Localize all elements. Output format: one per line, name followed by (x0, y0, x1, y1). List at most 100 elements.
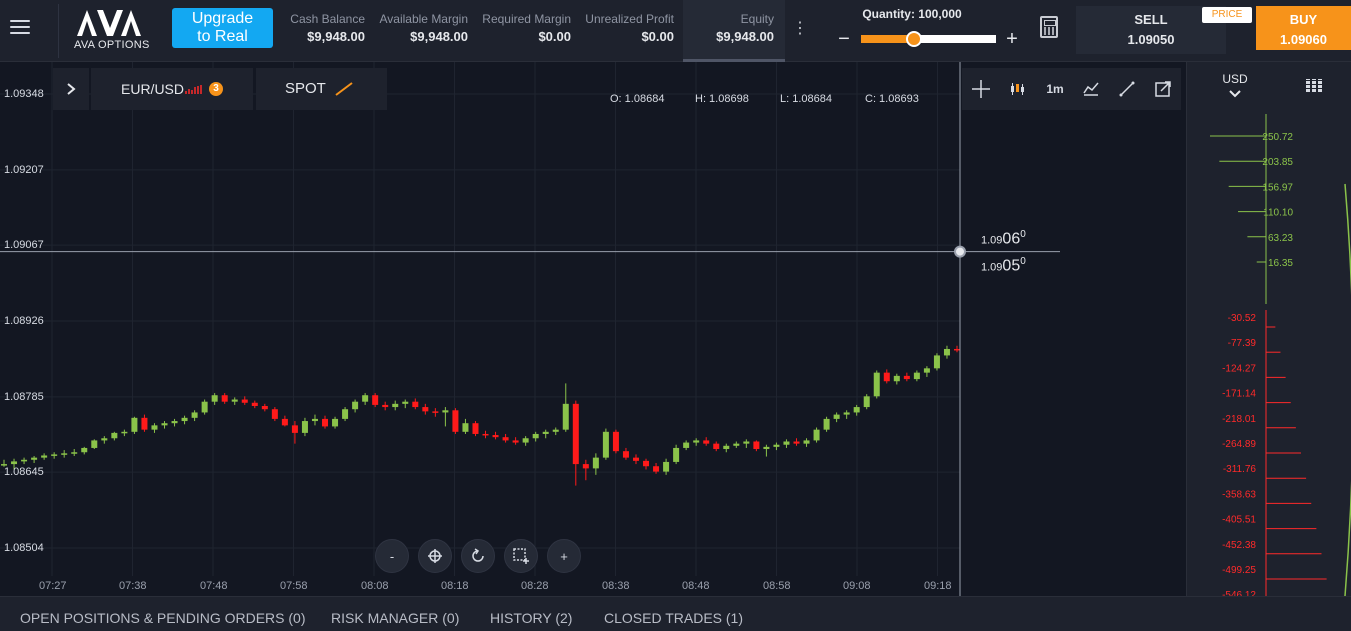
candle-body (432, 411, 439, 413)
reset-chart-icon[interactable] (461, 539, 495, 573)
expand-panel-button[interactable] (53, 68, 89, 110)
candle-body (512, 440, 519, 443)
candle-body (693, 440, 700, 443)
candle-body (51, 454, 58, 456)
candlestick-chart-svg[interactable] (0, 62, 1186, 596)
candle-body (532, 433, 539, 439)
more-options-icon[interactable]: ⋮ (792, 20, 808, 37)
top-bar: AVA OPTIONS Upgrade to Real Cash Balance… (0, 0, 1351, 62)
tab-risk-manager[interactable]: RISK MANAGER (0) (331, 610, 460, 626)
candle-body (893, 375, 900, 382)
candle-body (161, 423, 168, 426)
candle-body (392, 403, 399, 408)
upgrade-label-line2: to Real (197, 28, 248, 45)
buy-price: 1.09060 (1280, 32, 1327, 47)
upgrade-to-real-button[interactable]: Upgrade to Real (172, 8, 273, 48)
ava-logo[interactable]: AVA OPTIONS (58, 4, 170, 58)
x-tick-label: 08:48 (682, 580, 710, 592)
candle-body (572, 403, 579, 465)
candle-body (462, 423, 469, 432)
quantity-label: Quantity: 100,000 (862, 7, 962, 21)
candle-body (933, 355, 940, 369)
chart-type-icon[interactable] (1080, 78, 1102, 100)
ask-depth-value: -311.76 (1223, 464, 1257, 475)
candle-body (382, 404, 389, 408)
crosshair-icon[interactable] (970, 78, 992, 100)
bid-depth-value: 16.35 (1268, 258, 1293, 269)
currency-selector[interactable]: USD (1211, 72, 1259, 104)
tab-closed-trades[interactable]: CLOSED TRADES (1) (604, 610, 743, 626)
candle-body (101, 438, 108, 441)
price-chart[interactable] (0, 62, 1186, 596)
bid-depth-value: 63.23 (1268, 233, 1293, 244)
quantity-slider[interactable] (861, 31, 996, 47)
recenter-icon[interactable] (418, 539, 452, 573)
popout-icon[interactable] (1152, 78, 1174, 100)
stat-label: Required Margin (482, 12, 571, 26)
price-pip-digit: 0 (1020, 256, 1026, 267)
ask-depth-value: -171.14 (1222, 389, 1256, 400)
candle-body (121, 431, 128, 434)
x-tick-label: 07:38 (119, 580, 147, 592)
price-prefix: 1.09 (981, 234, 1003, 247)
ask-depth-value: -546.12 (1222, 590, 1256, 596)
buy-button[interactable]: BUY 1.09060 (1256, 6, 1351, 50)
ask-depth-value: -77.39 (1228, 338, 1257, 349)
y-tick-label: 1.08645 (4, 466, 44, 478)
candle-body (873, 372, 880, 397)
candle-body (171, 421, 178, 424)
candle-body (723, 445, 730, 450)
zoom-out-button[interactable]: - (375, 539, 409, 573)
stat-value: $9,948.00 (410, 29, 468, 44)
stat-value: $0.00 (641, 29, 674, 44)
sell-button[interactable]: SELL 1.09050 (1076, 6, 1226, 54)
candle-body (492, 435, 499, 438)
candle-body (833, 414, 840, 419)
symbol-selector[interactable]: EUR/USD 3 (91, 68, 253, 110)
quantity-decrease-button[interactable]: − (838, 28, 850, 50)
zoom-in-button[interactable]: + (547, 539, 581, 573)
x-tick-label: 09:08 (843, 580, 871, 592)
table-view-icon[interactable] (1306, 79, 1324, 93)
bottom-tabs-bar: OPEN POSITIONS & PENDING ORDERS (0) RISK… (0, 596, 1351, 631)
candle-body (402, 401, 409, 404)
candle-body (211, 395, 218, 402)
candle-body (291, 425, 298, 433)
candle-body (863, 396, 870, 408)
ohlc-close: C: 1.08693 (865, 93, 919, 105)
stat-cash-balance: Cash Balance $9,948.00 (280, 12, 365, 44)
depth-curve (1344, 183, 1351, 596)
quantity-slider-thumb[interactable] (905, 31, 922, 47)
tab-open-positions[interactable]: OPEN POSITIONS & PENDING ORDERS (0) (20, 610, 306, 626)
ask-depth-value: -358.63 (1222, 489, 1256, 500)
y-tick-label: 1.09348 (4, 88, 44, 100)
quantity-increase-button[interactable]: + (1006, 28, 1018, 50)
symbol-name: EUR/USD (121, 81, 185, 97)
tab-history[interactable]: HISTORY (2) (490, 610, 573, 626)
candle-body (21, 459, 28, 462)
x-tick-label: 08:58 (763, 580, 791, 592)
candle-body (41, 455, 48, 458)
candle-body (422, 407, 429, 412)
calculator-icon[interactable] (1040, 16, 1058, 38)
candle-body (663, 461, 670, 472)
candle-body (271, 409, 278, 419)
candle-body (653, 466, 660, 472)
mini-chart-icon (185, 85, 202, 94)
draw-line-icon[interactable] (1116, 78, 1138, 100)
quantity-slider-fill (861, 35, 914, 43)
timeframe-button[interactable]: 1m (1046, 82, 1064, 96)
candle-body (322, 418, 329, 427)
ohlc-open: O: 1.08684 (610, 93, 665, 105)
spot-mode-selector[interactable]: SPOT (256, 68, 387, 110)
indicators-icon[interactable] (1007, 78, 1029, 100)
select-area-icon[interactable] (504, 539, 538, 573)
hamburger-menu-icon[interactable] (8, 16, 32, 40)
bid-depth-value: 203.85 (1262, 157, 1293, 168)
chevron-right-icon (67, 83, 76, 95)
ohlc-high: H: 1.08698 (695, 93, 749, 105)
stat-value: $9,948.00 (307, 29, 365, 44)
candle-body (412, 401, 419, 408)
candle-body (151, 425, 158, 430)
candle-body (342, 409, 349, 419)
